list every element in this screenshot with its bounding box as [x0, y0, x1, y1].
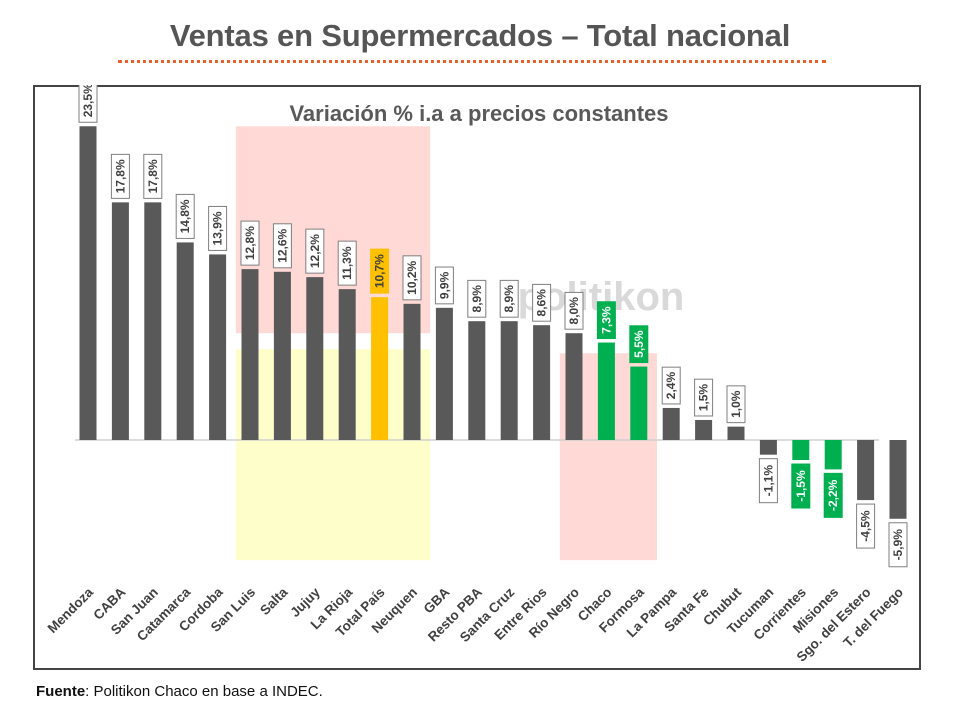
data-label-24: -4,5% [856, 503, 876, 549]
data-label-0: 23,5% [78, 85, 98, 123]
data-label-6: 12,6% [272, 223, 292, 269]
data-label-text-23: -2,2% [826, 479, 840, 511]
data-label-text-11: 9,9% [437, 271, 451, 299]
data-label-22: -1,5% [791, 463, 811, 509]
title-underline [118, 60, 826, 63]
page-title: Ventas en Supermercados – Total nacional [169, 18, 791, 53]
data-label-text-2: 17,8% [146, 159, 160, 193]
data-label-text-6: 12,6% [275, 228, 289, 262]
data-label-19: 1,5% [694, 378, 714, 417]
data-label-13: 8,9% [499, 279, 519, 318]
data-label-text-4: 13,9% [211, 211, 225, 245]
data-label-16: 7,3% [596, 301, 616, 340]
data-label-7: 12,2% [305, 228, 325, 274]
data-label-text-0: 23,5% [81, 85, 95, 117]
shaded-region-2 [235, 349, 431, 561]
bars [79, 126, 907, 519]
chart-title: Variación % i.a a precios constantes [289, 101, 668, 126]
shaded-region-1 [235, 126, 431, 334]
data-label-text-9: 10,7% [373, 254, 387, 288]
data-label-text-20: 1,0% [729, 390, 743, 418]
bar-6 [273, 271, 291, 440]
bar-14 [533, 325, 551, 440]
data-label-text-3: 14,8% [178, 199, 192, 233]
bar-23 [824, 440, 842, 470]
data-label-1: 17,8% [110, 153, 130, 199]
bar-8 [338, 289, 356, 440]
bar-chart: politikon Variación % i.a a precios cons… [45, 85, 908, 665]
data-label-10: 10,2% [402, 255, 422, 301]
data-label-text-15: 8,0% [567, 297, 581, 325]
data-label-4: 13,9% [208, 205, 228, 251]
bar-15 [565, 333, 583, 440]
data-label-11: 9,9% [434, 266, 454, 305]
data-label-text-24: -4,5% [859, 510, 873, 542]
bar-10 [403, 303, 421, 440]
bar-16 [597, 342, 615, 440]
data-label-20: 1,0% [726, 385, 746, 424]
source-label: Fuente [36, 683, 86, 700]
bar-17 [630, 366, 648, 440]
data-labels: 23,5% 17,8% 17,8% 14,8% 13,9% 12,8% 12,6% 12,2%… [78, 85, 908, 568]
data-label-23: -2,2% [823, 472, 843, 518]
bar-2 [144, 202, 162, 440]
data-label-21: -1,1% [758, 458, 778, 504]
bar-22 [792, 440, 810, 461]
data-label-text-25: -5,9% [891, 529, 905, 561]
bar-18 [662, 407, 680, 440]
data-label-text-17: 5,5% [632, 330, 646, 358]
bar-4 [209, 254, 227, 440]
data-label-text-13: 8,9% [502, 285, 516, 313]
data-label-text-7: 12,2% [308, 234, 322, 268]
tick-label-6: Salta [257, 584, 291, 618]
bar-0 [79, 126, 97, 441]
bar-19 [695, 419, 713, 440]
data-label-2: 17,8% [143, 153, 163, 199]
data-label-9: 10,7% [370, 248, 390, 294]
data-label-text-19: 1,5% [697, 384, 711, 412]
bar-13 [500, 321, 518, 440]
data-label-text-18: 2,4% [664, 372, 678, 400]
data-label-25: -5,9% [888, 522, 908, 568]
bar-3 [176, 242, 194, 440]
bar-24 [857, 440, 875, 501]
data-label-14: 8,6% [532, 283, 552, 322]
data-label-3: 14,8% [175, 193, 195, 239]
data-label-text-14: 8,6% [535, 289, 549, 317]
data-label-text-16: 7,3% [599, 306, 613, 334]
data-label-17: 5,5% [629, 325, 649, 364]
data-label-text-5: 12,8% [243, 226, 257, 260]
bar-1 [111, 202, 129, 440]
bar-7 [306, 277, 324, 440]
bar-25 [889, 440, 907, 519]
data-label-text-10: 10,2% [405, 260, 419, 294]
bar-5 [241, 269, 259, 440]
bar-21 [759, 440, 777, 455]
data-label-12: 8,9% [467, 279, 487, 318]
data-label-8: 11,3% [337, 240, 357, 286]
data-label-5: 12,8% [240, 220, 260, 266]
bar-11 [435, 307, 453, 440]
data-label-text-8: 11,3% [340, 246, 354, 280]
bar-9 [371, 297, 389, 440]
source-text: : Politikon Chaco en base a INDEC. [85, 683, 323, 700]
bar-12 [468, 321, 486, 440]
data-label-text-21: -1,1% [761, 465, 775, 497]
source-note: Fuente: Politikon Chaco en base a INDEC. [36, 683, 323, 700]
tick-label-0: Mendoza [45, 584, 97, 636]
data-label-text-1: 17,8% [113, 159, 127, 193]
data-label-18: 2,4% [661, 366, 681, 405]
data-label-text-12: 8,9% [470, 285, 484, 313]
bar-20 [727, 426, 745, 440]
data-label-15: 8,0% [564, 291, 584, 330]
data-label-text-22: -1,5% [794, 470, 808, 502]
